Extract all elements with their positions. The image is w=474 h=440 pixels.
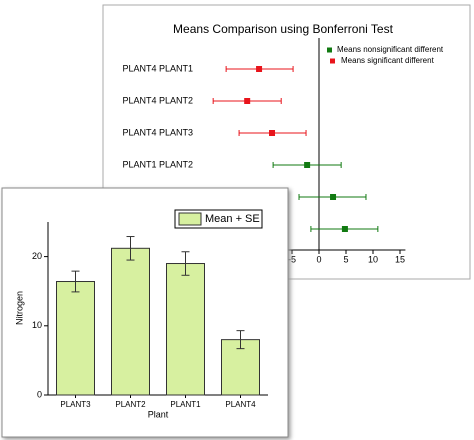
legend-swatch	[327, 47, 332, 53]
y-axis-label: Nitrogen	[14, 291, 24, 325]
row-label: PLANT4 PLANT3	[122, 127, 193, 137]
mean-marker	[244, 98, 251, 104]
x-tick-label: 15	[395, 254, 405, 264]
mean-marker	[256, 66, 263, 72]
y-tick-label: 20	[32, 251, 42, 261]
legend-label: Means nonsignificant different	[337, 45, 444, 54]
x-tick-label: 10	[368, 254, 378, 264]
row-label: PLANT4 PLANT1	[122, 63, 193, 73]
x-tick-label: 5	[343, 254, 348, 264]
y-tick-label: 10	[32, 320, 42, 330]
x-axis-label: Plant	[148, 409, 169, 419]
row-label: PLANT4 PLANT2	[122, 95, 193, 105]
row-label: PLANT1 PLANT2	[122, 159, 193, 169]
bar	[166, 263, 205, 396]
mean-marker	[304, 162, 311, 168]
x-tick-label: PLANT1	[170, 400, 201, 409]
mean-marker	[341, 226, 348, 232]
mean-marker	[269, 130, 276, 136]
chart-title: Means Comparison using Bonferroni Test	[173, 22, 394, 36]
legend-label: Mean + SE	[205, 213, 260, 225]
bar	[56, 281, 95, 396]
bar	[111, 247, 150, 396]
legend-swatch	[178, 212, 202, 226]
x-tick-label: PLANT2	[115, 400, 146, 409]
legend-swatch	[330, 58, 335, 64]
x-tick-label: PLANT4	[225, 400, 256, 409]
y-tick-label: 0	[37, 389, 42, 399]
legend-label: Means significant different	[341, 56, 435, 65]
x-tick-label: PLANT3	[60, 400, 91, 409]
mean-marker	[330, 194, 337, 200]
x-tick-label: -5	[288, 254, 296, 264]
x-tick-label: 0	[316, 254, 321, 264]
